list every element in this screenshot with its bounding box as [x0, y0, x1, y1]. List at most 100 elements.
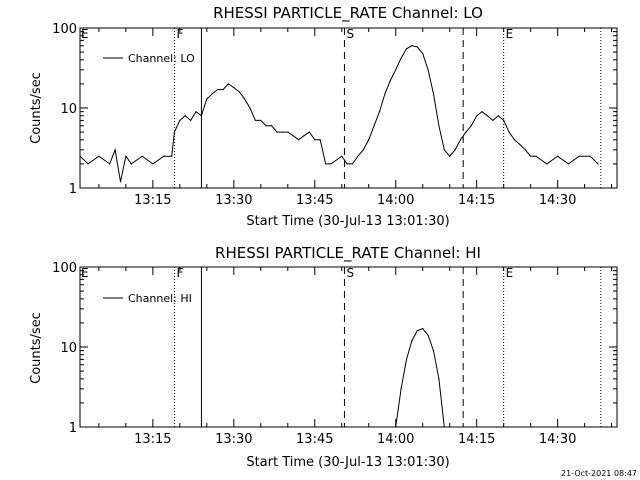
event-marker-label: S — [346, 27, 354, 41]
data-point — [238, 91, 240, 93]
data-point — [432, 350, 435, 352]
data-point — [303, 135, 305, 137]
series-line — [79, 45, 599, 182]
data-point — [530, 155, 532, 157]
y-axis-label: Counts/sec — [29, 72, 44, 144]
data-series — [395, 327, 445, 428]
data-series — [79, 45, 599, 183]
x-tick-label: 14:00 — [377, 432, 414, 447]
data-point — [324, 163, 327, 165]
data-point — [330, 163, 332, 165]
data-point — [503, 119, 505, 121]
data-point — [389, 80, 391, 82]
data-point — [449, 155, 451, 157]
data-point — [422, 52, 424, 55]
legend-label: Channel: LO — [128, 52, 195, 65]
data-point — [351, 163, 354, 165]
data-point — [341, 155, 343, 157]
data-point — [400, 57, 402, 59]
data-point — [589, 155, 591, 157]
data-point — [109, 163, 111, 165]
data-point — [492, 119, 494, 121]
data-point — [395, 69, 397, 71]
x-tick-label: 13:15 — [134, 432, 171, 447]
data-point — [378, 111, 381, 113]
x-tick-label: 14:15 — [458, 193, 495, 208]
data-point — [346, 163, 348, 165]
data-point — [557, 155, 559, 157]
data-point — [173, 131, 176, 133]
y-tick-label: 100 — [52, 22, 77, 37]
axis-ticks: 13:15 13:30 13:45 14:00 14:15 14:30 1 10 100 — [52, 261, 617, 447]
data-point — [270, 125, 273, 127]
data-point — [508, 131, 510, 133]
x-tick-label: 13:30 — [215, 193, 252, 208]
data-point — [438, 378, 440, 380]
y-tick-label: 1 — [69, 421, 77, 436]
data-point — [190, 119, 192, 121]
data-point — [227, 83, 230, 85]
data-point — [297, 139, 300, 141]
data-point — [233, 86, 235, 89]
data-point — [481, 111, 483, 113]
data-point — [119, 181, 122, 183]
data-point — [454, 149, 456, 151]
data-point — [597, 163, 599, 165]
x-tick-label: 14:15 — [458, 432, 495, 447]
data-point — [319, 139, 321, 141]
data-point — [276, 131, 278, 133]
data-point — [249, 107, 251, 109]
chart-title: RHESSI PARTICLE_RATE Channel: HI — [215, 244, 481, 263]
legend: Channel: HI — [103, 292, 192, 305]
data-point — [244, 98, 246, 100]
event-marker-label: E — [506, 266, 514, 280]
x-tick-label: 13:15 — [134, 193, 171, 208]
data-point — [217, 88, 219, 91]
data-point — [179, 119, 181, 121]
legend: Channel: LO — [103, 52, 195, 65]
data-point — [222, 88, 224, 91]
series-line — [395, 328, 445, 428]
data-point — [486, 115, 489, 117]
y-tick-label: 10 — [60, 102, 77, 117]
data-point — [432, 93, 435, 95]
data-point — [373, 125, 375, 127]
data-point — [130, 163, 132, 165]
x-tick-label: 13:45 — [296, 432, 333, 447]
data-point — [470, 125, 472, 127]
x-tick-label: 14:30 — [539, 432, 576, 447]
data-point — [567, 163, 570, 165]
lo-channel-panel: RHESSI PARTICLE_RATE Channel: LO Counts/… — [29, 4, 618, 229]
event-marker-label: F — [176, 266, 183, 280]
footer-timestamp: 21-Oct-2021 08:47 — [561, 469, 637, 478]
data-point — [519, 143, 521, 146]
data-point — [287, 131, 289, 133]
data-point — [79, 155, 81, 157]
x-tick-label: 13:45 — [296, 193, 333, 208]
data-point — [395, 426, 397, 428]
data-point — [98, 155, 100, 157]
data-point — [465, 131, 467, 133]
data-point — [184, 115, 186, 117]
y-axis-label: Counts/sec — [29, 312, 44, 384]
data-point — [357, 155, 359, 157]
data-point — [254, 119, 257, 121]
data-point — [292, 135, 294, 137]
data-point — [443, 426, 445, 428]
data-point — [171, 155, 173, 157]
hi-channel-panel: RHESSI PARTICLE_RATE Channel: HI Counts/… — [29, 244, 618, 470]
data-point — [125, 155, 127, 157]
data-point — [535, 155, 537, 157]
data-point — [443, 149, 445, 151]
data-point — [524, 149, 526, 151]
data-point — [411, 340, 413, 342]
legend-label: Channel: HI — [128, 292, 192, 305]
x-axis-label: Start Time (30-Jul-13 13:01:30) — [246, 214, 449, 229]
data-point — [400, 388, 402, 390]
data-point — [195, 111, 197, 113]
data-point — [141, 155, 143, 157]
data-point — [476, 115, 478, 117]
data-point — [152, 163, 154, 165]
data-point — [416, 330, 418, 332]
